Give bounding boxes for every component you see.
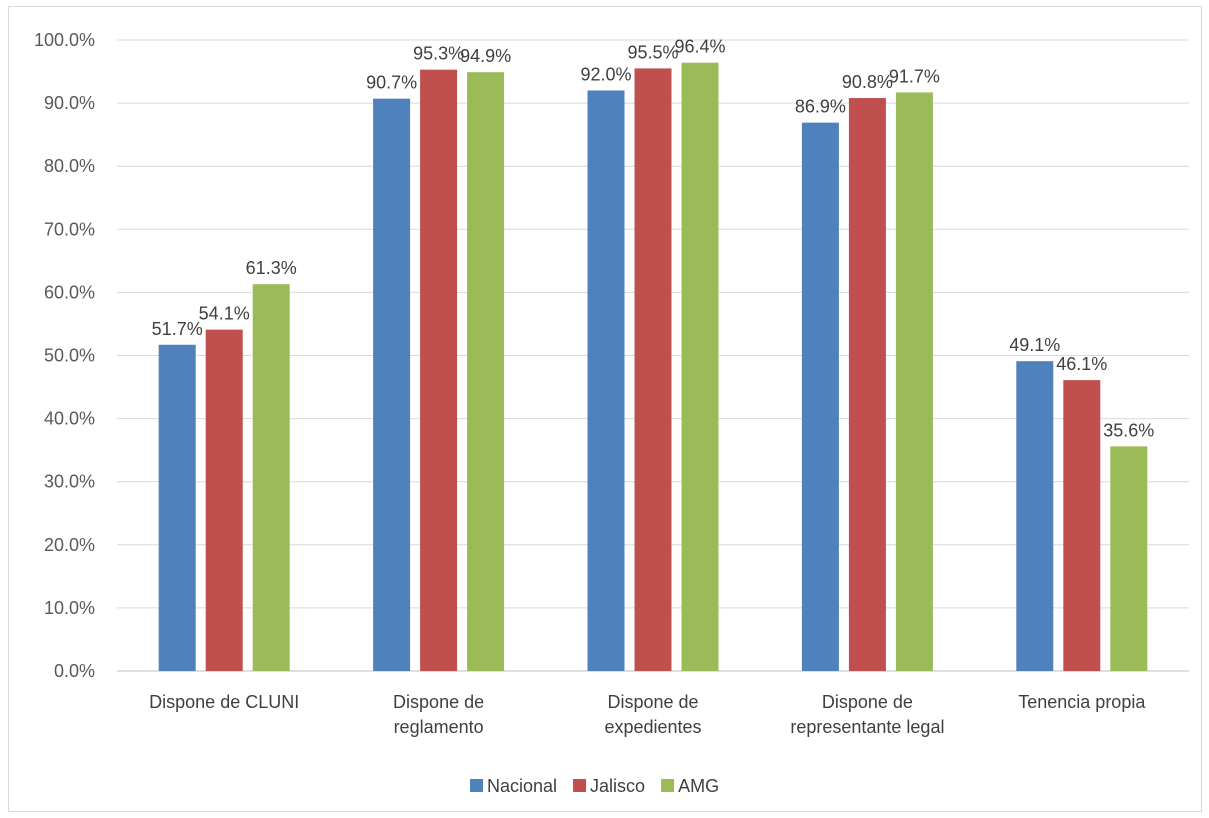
y-tick-label: 20.0% [44, 535, 95, 555]
x-category-label: Dispone de [607, 692, 698, 712]
legend-label-amg: AMG [678, 776, 719, 796]
x-category-label: Dispone de [393, 692, 484, 712]
x-category-label: expedientes [604, 717, 701, 737]
data-label: 95.5% [627, 42, 678, 62]
data-label: 61.3% [246, 258, 297, 278]
data-label: 90.8% [842, 72, 893, 92]
y-tick-label: 10.0% [44, 598, 95, 618]
data-label: 46.1% [1056, 354, 1107, 374]
bar-nacional [373, 98, 411, 672]
bar-amg [1110, 446, 1148, 671]
bar-nacional [587, 90, 625, 672]
y-tick-label: 100.0% [34, 30, 95, 50]
bar-jalisco [205, 329, 243, 671]
legend-swatch-nacional [470, 779, 483, 792]
data-label: 90.7% [366, 73, 417, 93]
data-label: 49.1% [1009, 335, 1060, 355]
bar-amg [895, 92, 933, 672]
bar-amg [467, 72, 505, 671]
y-tick-label: 80.0% [44, 156, 95, 176]
legend-label-nacional: Nacional [487, 776, 557, 796]
x-category-label: reglamento [394, 717, 484, 737]
bar-amg [252, 284, 290, 671]
y-tick-label: 0.0% [54, 661, 95, 681]
y-tick-label: 90.0% [44, 93, 95, 113]
bar-jalisco [634, 68, 672, 671]
data-label: 35.6% [1103, 420, 1154, 440]
legend-swatch-amg [661, 779, 675, 792]
y-tick-label: 30.0% [44, 472, 95, 492]
bar-nacional [158, 344, 196, 671]
data-label: 51.7% [152, 319, 203, 339]
bar-jalisco [848, 98, 886, 671]
data-label: 91.7% [889, 66, 940, 86]
data-label: 94.9% [460, 46, 511, 66]
data-label: 86.9% [795, 97, 846, 117]
bar-nacional [801, 122, 839, 671]
y-tick-label: 40.0% [44, 409, 95, 429]
y-tick-label: 70.0% [44, 219, 95, 239]
x-category-label: Dispone de CLUNI [149, 692, 299, 712]
data-label: 96.4% [674, 37, 725, 57]
data-label: 54.1% [199, 304, 250, 324]
bar-jalisco [420, 69, 458, 672]
y-tick-label: 50.0% [44, 346, 95, 366]
y-tick-label: 60.0% [44, 282, 95, 302]
x-category-label: Tenencia propia [1018, 692, 1146, 712]
data-label: 95.3% [413, 44, 464, 64]
x-category-label: representante legal [790, 717, 944, 737]
legend-label-jalisco: Jalisco [590, 776, 645, 796]
bar-amg [681, 62, 719, 671]
data-label: 92.0% [580, 64, 631, 84]
legend-swatch-jalisco [573, 779, 587, 792]
bar-nacional [1016, 361, 1054, 671]
x-category-label: Dispone de [822, 692, 913, 712]
bar-jalisco [1063, 380, 1101, 671]
